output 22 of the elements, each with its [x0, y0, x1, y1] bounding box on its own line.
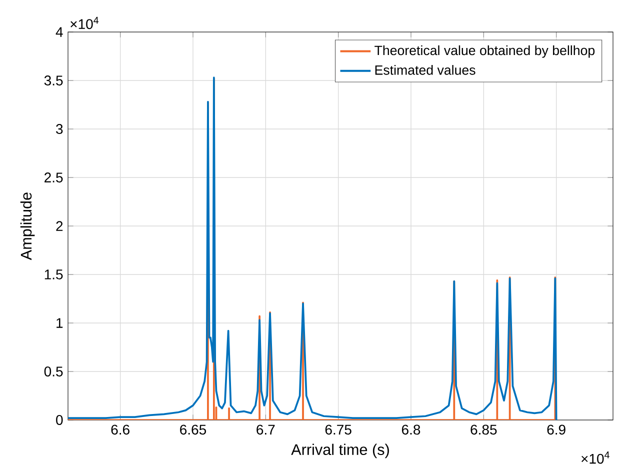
- y-axis-title: Amplitude: [20, 192, 35, 260]
- y-tick-label: 3: [56, 124, 63, 134]
- legend-label: Estimated values: [375, 65, 476, 75]
- y-tick-label: 2: [56, 221, 63, 231]
- legend-label: Theoretical value obtained by bellhop: [374, 45, 595, 58]
- x-axis-title: Arrival time (s): [291, 444, 389, 458]
- y-tick-label: 0.5: [44, 366, 63, 376]
- y-tick-label: 4: [56, 27, 63, 37]
- y-tick-label: 0: [56, 415, 63, 425]
- x-tick-label: 6.6: [111, 424, 130, 435]
- x-tick-label: 6.9: [547, 424, 566, 435]
- x-tick-label: 6.85: [470, 424, 497, 435]
- text: ×10$^{4}$: [582, 452, 610, 464]
- y-tick-label: 2.5: [44, 172, 63, 182]
- y-tick-label: 3.5: [44, 76, 63, 86]
- x-tick-label: 6.8: [402, 424, 420, 435]
- x-tick-label: 6.65: [180, 424, 206, 435]
- text: ×10$^{4}$: [70, 16, 99, 30]
- y-tick-label: 1.5: [44, 270, 63, 280]
- y-tick-label: 1: [56, 318, 63, 328]
- x-tick-label: 6.75: [325, 424, 352, 435]
- x-tick-label: 6.7: [256, 424, 275, 435]
